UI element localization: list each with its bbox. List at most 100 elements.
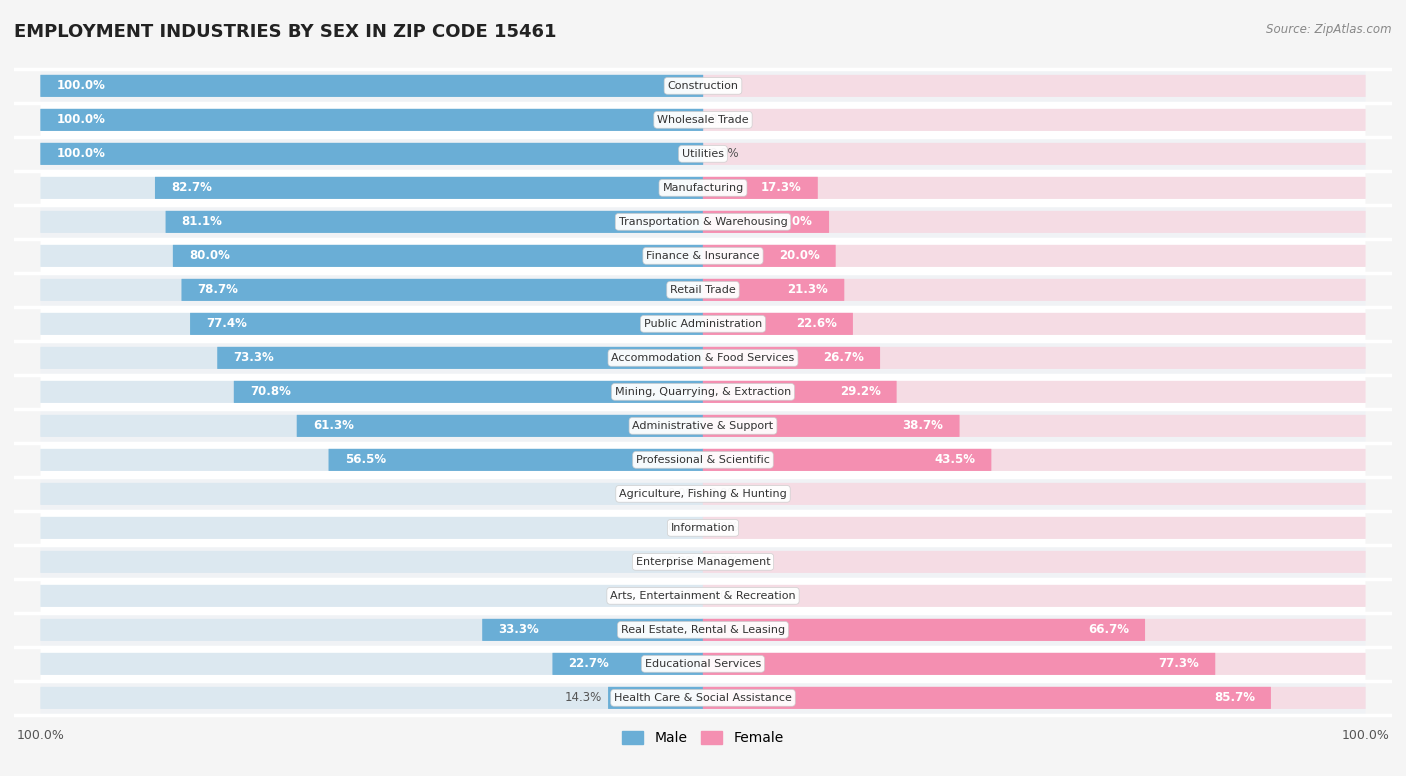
FancyBboxPatch shape [190,313,703,335]
Text: 73.3%: 73.3% [233,352,274,365]
FancyBboxPatch shape [703,687,1271,709]
Text: 43.5%: 43.5% [934,453,976,466]
Text: 0.0%: 0.0% [710,113,740,126]
Text: 20.0%: 20.0% [779,249,820,262]
FancyBboxPatch shape [41,177,703,199]
FancyBboxPatch shape [703,245,835,267]
FancyBboxPatch shape [41,205,1365,239]
FancyBboxPatch shape [703,449,1365,471]
FancyBboxPatch shape [703,74,1365,97]
FancyBboxPatch shape [41,375,1365,409]
Text: 81.1%: 81.1% [181,216,222,228]
FancyBboxPatch shape [41,551,703,573]
Text: 0.0%: 0.0% [666,590,696,602]
FancyBboxPatch shape [41,477,1365,511]
Text: Information: Information [671,523,735,533]
Text: 61.3%: 61.3% [312,419,354,432]
FancyBboxPatch shape [41,143,703,165]
Text: Professional & Scientific: Professional & Scientific [636,455,770,465]
Text: Source: ZipAtlas.com: Source: ZipAtlas.com [1267,23,1392,36]
FancyBboxPatch shape [703,483,1365,505]
Text: 0.0%: 0.0% [710,556,740,568]
FancyBboxPatch shape [41,313,703,335]
FancyBboxPatch shape [41,103,1365,137]
FancyBboxPatch shape [703,177,818,199]
Text: 80.0%: 80.0% [188,249,229,262]
FancyBboxPatch shape [41,273,1365,307]
Text: Real Estate, Rental & Leasing: Real Estate, Rental & Leasing [621,625,785,635]
Text: Utilities: Utilities [682,149,724,159]
Text: 78.7%: 78.7% [198,283,239,296]
FancyBboxPatch shape [553,653,703,675]
FancyBboxPatch shape [41,647,1365,681]
FancyBboxPatch shape [703,177,1365,199]
FancyBboxPatch shape [41,545,1365,579]
Text: 0.0%: 0.0% [666,556,696,568]
Text: 66.7%: 66.7% [1088,623,1129,636]
Text: 0.0%: 0.0% [666,487,696,501]
Text: 56.5%: 56.5% [344,453,385,466]
FancyBboxPatch shape [41,245,703,267]
FancyBboxPatch shape [41,279,703,301]
Text: 70.8%: 70.8% [250,386,291,398]
Text: 0.0%: 0.0% [710,590,740,602]
Text: Construction: Construction [668,81,738,91]
FancyBboxPatch shape [703,517,1365,539]
FancyBboxPatch shape [41,74,703,97]
FancyBboxPatch shape [41,341,1365,375]
Text: 77.3%: 77.3% [1159,657,1199,670]
FancyBboxPatch shape [703,585,1365,607]
Text: 22.7%: 22.7% [568,657,609,670]
Text: 0.0%: 0.0% [666,521,696,535]
FancyBboxPatch shape [703,245,1365,267]
FancyBboxPatch shape [41,687,703,709]
FancyBboxPatch shape [297,415,703,437]
FancyBboxPatch shape [41,443,1365,477]
FancyBboxPatch shape [703,653,1365,675]
FancyBboxPatch shape [329,449,703,471]
FancyBboxPatch shape [703,211,1365,233]
Text: 82.7%: 82.7% [172,182,212,194]
FancyBboxPatch shape [703,653,1215,675]
FancyBboxPatch shape [41,449,703,471]
FancyBboxPatch shape [41,171,1365,205]
FancyBboxPatch shape [181,279,703,301]
FancyBboxPatch shape [703,211,830,233]
FancyBboxPatch shape [41,415,703,437]
FancyBboxPatch shape [41,618,703,641]
FancyBboxPatch shape [703,449,991,471]
Text: 0.0%: 0.0% [710,79,740,92]
FancyBboxPatch shape [41,239,1365,273]
FancyBboxPatch shape [41,211,703,233]
FancyBboxPatch shape [41,307,1365,341]
Text: 17.3%: 17.3% [761,182,801,194]
FancyBboxPatch shape [703,143,1365,165]
Text: Agriculture, Fishing & Hunting: Agriculture, Fishing & Hunting [619,489,787,499]
FancyBboxPatch shape [41,137,1365,171]
Text: 85.7%: 85.7% [1213,691,1254,705]
Text: EMPLOYMENT INDUSTRIES BY SEX IN ZIP CODE 15461: EMPLOYMENT INDUSTRIES BY SEX IN ZIP CODE… [14,23,557,41]
Text: Manufacturing: Manufacturing [662,183,744,193]
FancyBboxPatch shape [703,279,1365,301]
FancyBboxPatch shape [607,687,703,709]
Text: Arts, Entertainment & Recreation: Arts, Entertainment & Recreation [610,591,796,601]
Text: 21.3%: 21.3% [787,283,828,296]
FancyBboxPatch shape [41,381,703,403]
FancyBboxPatch shape [166,211,703,233]
Text: 0.0%: 0.0% [710,487,740,501]
Text: 29.2%: 29.2% [839,386,880,398]
Text: Mining, Quarrying, & Extraction: Mining, Quarrying, & Extraction [614,387,792,397]
FancyBboxPatch shape [703,313,853,335]
FancyBboxPatch shape [41,347,703,369]
Text: 38.7%: 38.7% [903,419,943,432]
Text: Finance & Insurance: Finance & Insurance [647,251,759,261]
FancyBboxPatch shape [41,143,703,165]
FancyBboxPatch shape [482,618,703,641]
Text: Health Care & Social Assistance: Health Care & Social Assistance [614,693,792,703]
Text: 100.0%: 100.0% [56,79,105,92]
Text: Retail Trade: Retail Trade [671,285,735,295]
FancyBboxPatch shape [703,347,880,369]
FancyBboxPatch shape [41,483,703,505]
FancyBboxPatch shape [41,74,703,97]
FancyBboxPatch shape [703,415,959,437]
